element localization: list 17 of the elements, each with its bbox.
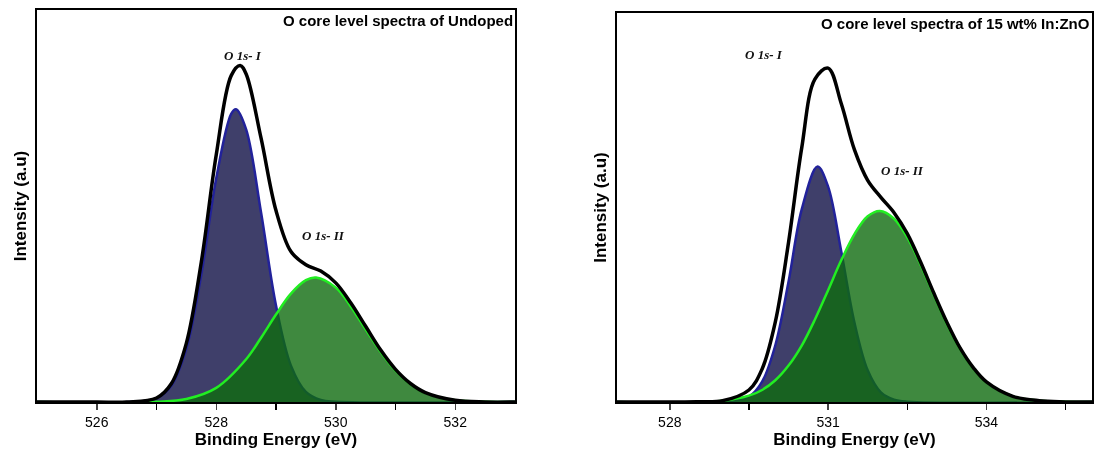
text: O 1s- I (745, 47, 783, 62)
x-tick-label: 532 (443, 413, 468, 430)
chart-title: O core level spectra of Undoped (283, 12, 514, 29)
y-axis-title: Intensity (a.u) (591, 152, 611, 263)
x-tick-label: 534 (974, 413, 999, 430)
x-tick-label: 526 (85, 413, 109, 430)
chart-title: O core level spectra of 15 wt% In:ZnO (821, 15, 1090, 32)
x-tick-label: 528 (204, 413, 229, 430)
annotation: O 1s- II (881, 163, 924, 178)
text: O 1s- I (224, 48, 262, 63)
x-tick-label: 530 (324, 413, 348, 430)
x-tick-label: 531 (816, 413, 840, 430)
x-tick-label: 528 (658, 413, 682, 430)
annotation: O 1s- II (302, 228, 345, 243)
y-axis-title: Intensity (a.u) (11, 150, 31, 262)
x-axis-title: Binding Energy (eV) (773, 429, 936, 449)
x-axis-title: Binding Energy (eV) (194, 429, 358, 449)
